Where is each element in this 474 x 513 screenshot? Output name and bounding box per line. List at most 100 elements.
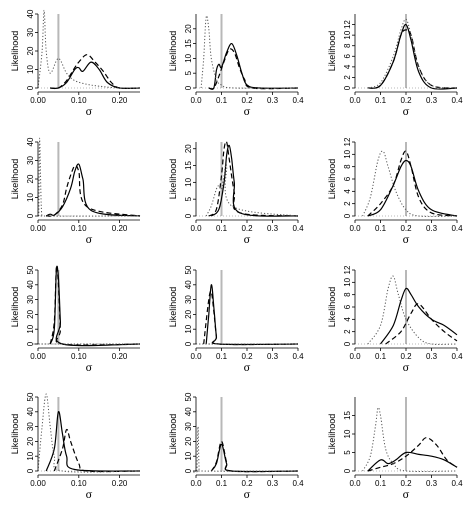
x-tick-label: 0.1 — [216, 96, 228, 105]
y-tick-label: 2 — [343, 75, 352, 80]
y-tick-label: 5 — [184, 70, 193, 75]
x-tick-label: 0.1 — [375, 479, 387, 488]
x-tick-label: 0.1 — [216, 479, 228, 488]
y-tick-label: 15 — [343, 411, 352, 420]
x-tick-label: 0.4 — [292, 479, 304, 488]
y-axis-label: Likelihood — [327, 31, 337, 72]
panel-7: 0 10 20 30 40 50 0.00 0.10 0.20 σ Likelihood — [10, 264, 141, 374]
y-axis-label: Likelihood — [10, 414, 20, 455]
series-solid-line — [205, 284, 299, 346]
y-tick-label: 4 — [343, 189, 352, 194]
x-tick-label: 0.2 — [241, 479, 253, 488]
x-axis-label: σ — [86, 107, 93, 118]
x-tick-label: 0.3 — [426, 352, 438, 361]
x-tick-label: 0.0 — [190, 96, 202, 105]
x-tick-label: 0.00 — [30, 224, 46, 233]
y-tick-label: 15 — [184, 161, 193, 170]
x-axis-label: σ — [86, 490, 93, 501]
y-tick-label: 20 — [184, 24, 193, 33]
y-tick-label: 40 — [184, 280, 193, 289]
x-tick-label: 0.00 — [30, 479, 46, 488]
x-tick-label: 0.3 — [426, 224, 438, 233]
x-tick-label: 0.0 — [349, 352, 361, 361]
series-solid-line — [210, 443, 299, 473]
y-tick-label: 2 — [343, 201, 352, 206]
series-solid-line — [367, 159, 458, 217]
series-dotted-line — [367, 275, 458, 345]
y-tick-label: 30 — [26, 422, 35, 431]
x-tick-label: 0.0 — [349, 224, 361, 233]
series-dashed-line — [50, 54, 141, 90]
y-tick-label: 20 — [184, 144, 193, 153]
panel-2: 0 5 10 15 20 0.0 0.1 0.2 0.3 0.4 σ Likelihood — [168, 14, 304, 118]
y-tick-label: 30 — [184, 422, 193, 431]
x-tick-label: 0.2 — [400, 224, 412, 233]
series-dashed-line — [367, 150, 458, 217]
y-tick-label: 10 — [184, 177, 193, 186]
x-axis-label: σ — [244, 490, 251, 501]
x-tick-label: 0.4 — [451, 224, 463, 233]
y-axis-label: Likelihood — [10, 159, 20, 200]
y-tick-label: 10 — [184, 324, 193, 333]
y-tick-label: 50 — [184, 392, 193, 401]
x-tick-label: 0.20 — [112, 96, 128, 105]
y-tick-label: 50 — [26, 392, 35, 401]
y-tick-label: 20 — [184, 436, 193, 445]
x-axis-label: σ — [244, 363, 251, 374]
y-tick-label: 30 — [26, 156, 35, 165]
y-tick-label: 6 — [343, 54, 352, 59]
y-tick-label: 6 — [343, 304, 352, 309]
y-axis-label: Likelihood — [168, 31, 178, 72]
series-solid-line — [210, 144, 299, 217]
y-tick-label: 0 — [343, 468, 352, 473]
series-dashed-line — [53, 428, 141, 473]
series-solid-line — [367, 23, 458, 90]
series-dotted-line — [205, 163, 299, 217]
y-tick-label: 5 — [343, 450, 352, 455]
x-tick-label: 0.2 — [241, 352, 253, 361]
y-tick-label: 12 — [343, 137, 352, 146]
series-dotted-line — [37, 137, 141, 217]
panel-5: 0 5 10 15 20 0.0 0.1 0.2 0.3 0.4 σ Likelihood — [168, 140, 304, 246]
series-solid-line — [49, 265, 141, 347]
y-tick-label: 0 — [343, 85, 352, 90]
y-tick-label: 0 — [184, 85, 193, 90]
y-tick-label: 0 — [26, 341, 35, 346]
series-dotted-line — [362, 407, 458, 473]
y-tick-label: 10 — [184, 53, 193, 62]
y-tick-label: 0 — [343, 213, 352, 218]
x-tick-label: 0.00 — [30, 96, 46, 105]
x-tick-label: 0.4 — [451, 96, 463, 105]
panel-10: 0 10 20 30 40 50 0.00 0.10 0.20 σ Likelihood — [10, 392, 141, 501]
y-tick-label: 40 — [26, 280, 35, 289]
x-tick-label: 0.1 — [375, 352, 387, 361]
y-axis-label: Likelihood — [168, 159, 178, 200]
y-tick-label: 40 — [26, 137, 35, 146]
y-tick-label: 8 — [343, 292, 352, 297]
series-dashed-line — [49, 264, 141, 346]
y-tick-label: 50 — [184, 265, 193, 274]
y-tick-label: 10 — [343, 30, 352, 39]
x-tick-label: 0.3 — [267, 352, 279, 361]
x-tick-label: 0.3 — [426, 96, 438, 105]
x-tick-label: 0.2 — [400, 479, 412, 488]
y-tick-label: 0 — [184, 468, 193, 473]
y-tick-label: 20 — [26, 174, 35, 183]
y-tick-label: 10 — [343, 277, 352, 286]
x-tick-label: 0.2 — [241, 224, 253, 233]
x-tick-label: 0.3 — [267, 96, 279, 105]
y-tick-label: 10 — [184, 451, 193, 460]
x-axis-label: σ — [403, 363, 410, 374]
y-tick-label: 2 — [343, 329, 352, 334]
x-tick-label: 0.2 — [400, 96, 412, 105]
x-tick-label: 0.4 — [292, 96, 304, 105]
y-tick-label: 6 — [343, 176, 352, 181]
x-tick-label: 0.20 — [112, 224, 128, 233]
panel-12: 0 5 10 15 0.0 0.1 0.2 0.3 0.4 σ Likelihood — [327, 397, 463, 501]
x-tick-label: 0.20 — [112, 479, 128, 488]
x-axis-label: σ — [403, 490, 410, 501]
series-dotted-line — [367, 18, 458, 89]
y-tick-label: 20 — [184, 309, 193, 318]
x-tick-label: 0.2 — [241, 96, 253, 105]
y-axis-label: Likelihood — [168, 287, 178, 328]
